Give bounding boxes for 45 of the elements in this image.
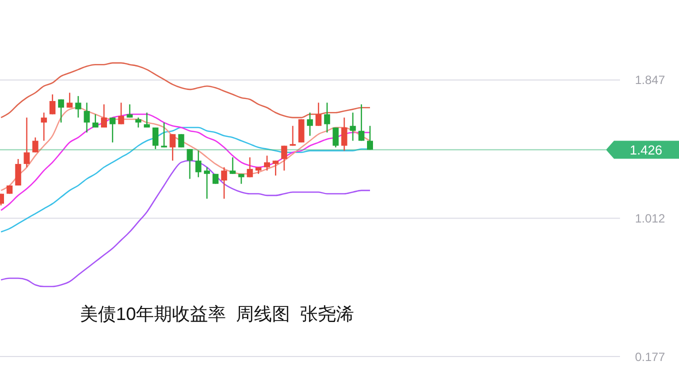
candlestick <box>281 145 288 172</box>
candlestick <box>66 92 73 108</box>
candlestick <box>358 104 364 142</box>
candlestick <box>126 104 133 118</box>
candlestick <box>118 102 124 125</box>
y-tick-label: 0.177 <box>634 350 666 364</box>
candlestick <box>221 166 228 200</box>
candlestick <box>75 95 82 118</box>
candlestick <box>100 104 107 128</box>
candlestick <box>49 94 56 115</box>
candlestick <box>178 134 184 148</box>
candlestick <box>40 112 47 142</box>
candlestick <box>350 112 356 142</box>
candlestick <box>170 134 176 162</box>
candlestick <box>272 160 279 176</box>
candlestick <box>246 156 253 178</box>
candlestick <box>24 116 30 168</box>
y-tick-label: 1.012 <box>634 211 666 226</box>
candlestick <box>316 102 322 126</box>
candlestick <box>332 126 339 148</box>
candlestick <box>135 116 142 128</box>
candlestick <box>324 102 330 134</box>
line-series <box>0 114 371 211</box>
candlestick <box>161 122 168 148</box>
candlestick <box>204 166 210 200</box>
ref-line-label: 1.426 <box>630 142 662 158</box>
candlestick <box>367 125 373 150</box>
candlestick <box>15 158 22 186</box>
candlestick <box>144 112 150 128</box>
candlestick <box>152 126 158 150</box>
candlestick <box>110 116 116 144</box>
candlestick <box>230 156 236 174</box>
candlestick <box>195 150 202 178</box>
y-tick-label: 1.847 <box>634 73 666 88</box>
candlestick <box>298 118 304 144</box>
candlestick <box>58 98 64 124</box>
text: 美债10年期收益率 周线图 张尧浠 <box>80 304 354 324</box>
candlestick <box>264 155 270 172</box>
candlestick <box>84 102 90 134</box>
candlestick <box>290 125 296 146</box>
candlestick <box>186 148 193 180</box>
candlestick <box>306 112 313 136</box>
candlestick <box>341 116 348 152</box>
candlestick <box>32 136 38 153</box>
candlestick <box>92 114 98 128</box>
